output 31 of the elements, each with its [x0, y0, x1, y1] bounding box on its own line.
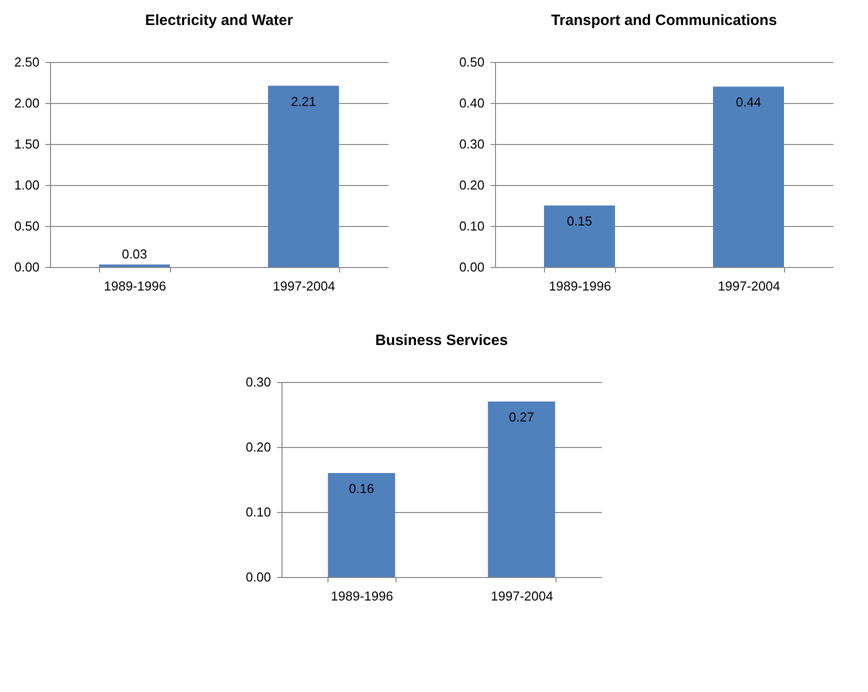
- data-label: 0.15: [566, 214, 592, 228]
- x-tick-label: 1989-1996: [330, 588, 394, 604]
- y-tick-label: 1.50: [14, 136, 40, 152]
- y-tick-label: 0.50: [459, 54, 484, 70]
- y-tick-label: 0.20: [459, 178, 484, 192]
- chart-title: Transport and Communications: [551, 12, 777, 29]
- y-tick-label: 2.50: [14, 54, 40, 70]
- y-tick-label: 0.10: [246, 504, 271, 520]
- data-label: 0.16: [348, 481, 374, 496]
- y-tick-label: 0.00: [14, 260, 40, 274]
- y-tick-label: 0.10: [459, 218, 484, 234]
- y-tick-label: 0.00: [459, 260, 484, 274]
- chart-title: Electricity and Water: [145, 12, 294, 29]
- x-tick-label: 1997-2004: [272, 278, 336, 294]
- x-tick-label: 1997-2004: [718, 278, 780, 294]
- x-tick-label: 1989-1996: [104, 278, 166, 294]
- y-tick-label: 0.40: [459, 96, 484, 110]
- y-tick-label: 0.30: [459, 136, 484, 152]
- data-label: 0.44: [736, 94, 762, 110]
- data-label: 2.21: [290, 94, 316, 109]
- chart-title: Business Services: [375, 332, 508, 349]
- y-tick-label: 2.00: [14, 96, 40, 110]
- y-tick-label: 0.30: [246, 374, 271, 390]
- x-tick-label: 1989-1996: [548, 278, 612, 294]
- y-tick-label: 0.50: [14, 218, 40, 234]
- y-tick-label: 1.00: [14, 178, 40, 192]
- data-label: 0.03: [122, 246, 148, 262]
- y-tick-label: 0.20: [246, 440, 271, 454]
- x-tick-label: 1997-2004: [490, 588, 554, 604]
- data-label: 0.27: [508, 410, 534, 424]
- y-tick-label: 0.00: [246, 570, 271, 584]
